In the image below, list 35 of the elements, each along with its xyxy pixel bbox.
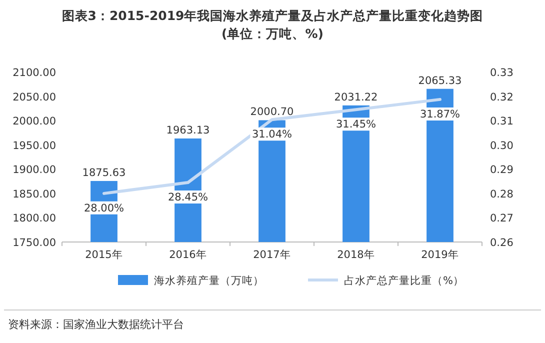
data-label: 1875.63 [82,166,126,179]
x-tick-label: 2016年 [169,249,207,261]
data-label: 31.45% [336,118,376,131]
x-tick-label: 2015年 [85,249,123,261]
y-tick-label: 1800.00 [12,212,56,225]
x-tick-label: 2019年 [421,249,459,261]
data-label: 2000.70 [250,106,294,118]
x-tick-label: 2018年 [337,249,375,261]
data-label: 28.00% [84,202,124,214]
data-label: 28.45% [168,192,208,204]
y-tick-label: 1900.00 [12,164,56,176]
data-label: 31.87% [420,108,460,120]
y-tick-label: 2100.00 [12,67,56,79]
y2-tick-label: 0.28 [490,188,514,200]
y-tick-label: 1950.00 [12,140,56,152]
data-label: 2065.33 [418,74,462,87]
data-label: 1963.13 [166,124,210,136]
y2-tick-label: 0.26 [490,237,514,249]
y2-tick-label: 0.31 [490,116,514,128]
data-label: 31.04% [252,128,292,141]
y2-tick-label: 0.32 [490,91,514,104]
y2-tick-label: 0.33 [490,67,514,79]
y2-tick-label: 0.30 [490,140,514,152]
y-tick-label: 2000.00 [12,116,56,128]
chart-title: 图表3：2015-2019年我国海水养殖产量及占水产总产量比重变化趋势图(单位：万吨、%) [62,8,484,41]
y2-tick-label: 0.29 [490,164,514,176]
text: 资料来源：国家渔业大数据统计平台 [8,318,184,331]
data-label: 2031.22 [334,91,378,104]
y-tick-label: 2050.00 [12,91,56,104]
legend-label: 占水产总产量比重（%） [344,274,464,287]
y2-tick-label: 0.27 [490,212,514,225]
y-tick-label: 1850.00 [12,188,56,200]
legend-label: 海水养殖产量（万吨） [154,274,264,287]
x-tick-label: 2017年 [253,249,291,261]
y-tick-label: 1750.00 [12,237,56,249]
